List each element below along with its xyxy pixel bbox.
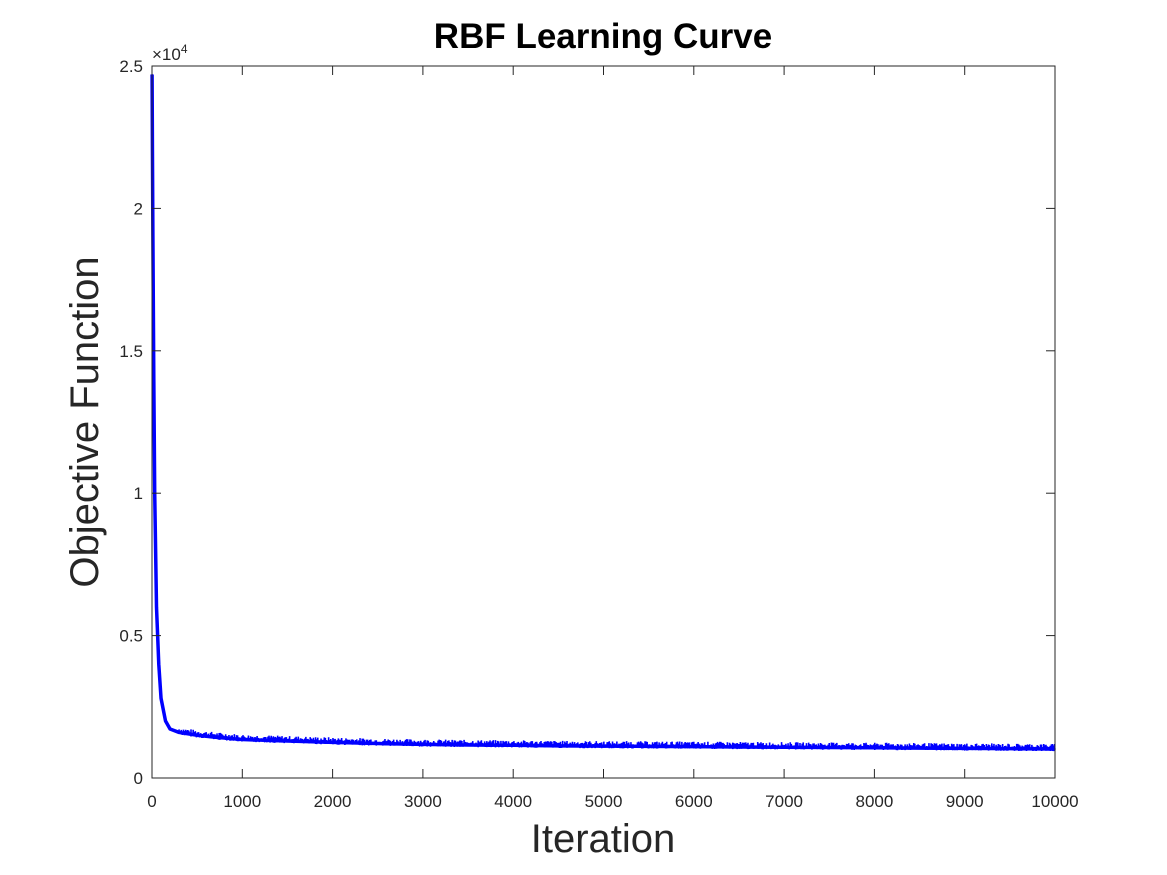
series-point xyxy=(738,746,740,748)
x-tick-label: 2000 xyxy=(314,792,352,811)
series-point xyxy=(160,697,162,700)
y-tick-label: 2 xyxy=(134,199,143,218)
x-tick-label: 4000 xyxy=(494,792,532,811)
series-point xyxy=(376,742,379,745)
y-tick-label: 2.5 xyxy=(119,57,143,76)
y-exponent-power: 4 xyxy=(181,42,188,56)
series-point xyxy=(693,745,695,748)
series-point xyxy=(963,747,966,750)
series-point xyxy=(602,745,605,747)
x-tick-label: 8000 xyxy=(855,792,893,811)
series-point xyxy=(467,744,469,746)
series-point xyxy=(153,378,155,381)
chart-title: RBF Learning Curve xyxy=(434,17,772,56)
series-point xyxy=(196,734,198,737)
series-point xyxy=(422,743,424,746)
x-tick-label: 9000 xyxy=(946,792,984,811)
series-point xyxy=(647,745,650,748)
series-point xyxy=(331,741,334,744)
y-tick-label: 0 xyxy=(134,769,143,788)
series-point xyxy=(783,746,785,749)
series-point xyxy=(157,663,160,665)
y-exponent-base: ×10 xyxy=(152,45,181,64)
x-tick-label: 6000 xyxy=(675,792,713,811)
plot-area xyxy=(152,66,1055,778)
series-point xyxy=(557,745,560,747)
series-point xyxy=(164,720,167,722)
series-point xyxy=(873,747,876,749)
series-point xyxy=(1009,747,1011,750)
y-axis-label: Objective Function xyxy=(63,256,107,587)
series-point xyxy=(828,746,831,749)
series-point xyxy=(241,738,244,741)
x-tick-label: 0 xyxy=(147,792,156,811)
x-tick-label: 1000 xyxy=(223,792,261,811)
series-point xyxy=(286,740,289,742)
series-point xyxy=(155,606,158,608)
y-tick-label: 1.5 xyxy=(119,342,143,361)
x-tick-label: 5000 xyxy=(585,792,623,811)
y-tick-label: 1 xyxy=(134,484,143,503)
y-axis-exponent: ×104 xyxy=(152,42,188,64)
series-line xyxy=(150,74,1056,751)
series-point xyxy=(214,736,217,739)
x-tick-label: 3000 xyxy=(404,792,442,811)
x-tick-label: 10000 xyxy=(1031,792,1078,811)
y-tick-label: 0.5 xyxy=(119,627,143,646)
x-tick-label: 7000 xyxy=(765,792,803,811)
y-axis-ticks: 0 0.5 1 1.5 2 2.5 xyxy=(119,57,1055,788)
series-point xyxy=(169,728,171,730)
series-point xyxy=(178,731,180,734)
x-axis-label: Iteration xyxy=(531,817,676,861)
series-point xyxy=(918,747,921,749)
series-point xyxy=(512,744,514,747)
x-axis-ticks: 0 1000 2000 3000 4000 5000 6000 7000 8000 9000 100… xyxy=(147,66,1079,811)
